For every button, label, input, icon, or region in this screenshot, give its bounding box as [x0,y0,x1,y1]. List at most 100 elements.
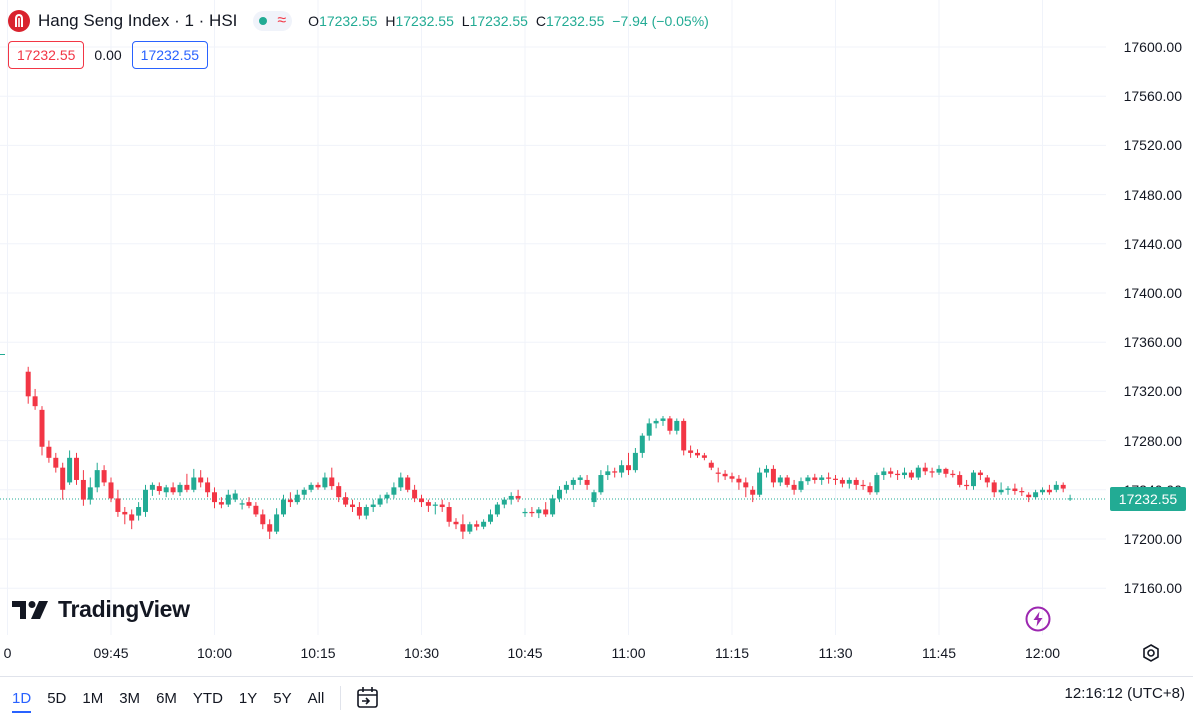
candle [998,482,1004,495]
candle [363,504,369,520]
candle [80,470,86,506]
candle-body [943,468,949,474]
sell-button[interactable]: 17232.55 [8,41,85,69]
candle [391,482,397,499]
candle [260,509,266,530]
legend-header: Hang Seng Index · 1 · HSI ≈ O17232.55 H1… [8,9,713,33]
candle [874,472,880,495]
candle-body [646,423,652,436]
candle [136,502,142,521]
candle-body [446,507,452,522]
candle [287,492,293,508]
candle-body [1060,484,1066,489]
candle-body [977,472,983,476]
candle-body [156,486,162,492]
candle-body [384,494,390,499]
candle [336,482,342,503]
candle [957,471,963,488]
symbol-title[interactable]: Hang Seng Index · 1 · HSI [38,11,238,30]
candle [384,492,390,504]
candle-body [1046,489,1052,493]
candle-body [350,504,355,508]
candle [129,509,135,530]
candle-body [550,498,556,515]
candle-body [1033,492,1039,498]
x-tick-label: 12:00 [1024,645,1061,661]
candle-body [377,498,383,505]
candle-body [129,514,135,521]
range-5d[interactable]: 5D [47,689,67,707]
candle-body [667,418,673,431]
candle [653,418,659,429]
candle [522,508,528,517]
y-tick-label: 17560.00 [1123,88,1182,105]
candle-body [198,477,204,483]
candle [929,467,935,478]
range-1y[interactable]: 1Y [238,689,258,707]
candle-body [460,524,466,532]
candle-body [688,450,694,453]
candle [536,507,542,519]
clock-timezone[interactable]: 12:16:12 (UTC+8) [1064,685,1185,702]
candle-body [867,486,873,493]
candle [729,472,735,483]
candle [149,482,155,496]
buy-button[interactable]: 17232.55 [131,41,209,69]
range-all[interactable]: All [307,689,325,707]
tradingview-watermark[interactable]: TradingView [12,596,190,623]
x-tick-label: 10:45 [507,645,543,661]
candle [232,489,238,503]
candle-body [612,471,618,473]
candle-body [391,487,397,495]
candle [370,499,376,512]
candle-body [474,524,480,527]
candle-body [287,499,293,503]
candle [784,475,790,488]
candle [1026,492,1032,503]
y-tick-label: 17160.00 [1123,580,1182,597]
candle-body [184,484,190,490]
candle-body [308,484,314,490]
candle [343,492,349,508]
candle-body [639,435,645,453]
candle [860,479,866,490]
range-5y[interactable]: 5Y [273,689,292,707]
candle-body [149,484,155,490]
range-3m[interactable]: 3M [119,689,141,707]
candle-body [218,502,224,505]
calendar-goto-icon[interactable] [355,685,381,711]
range-1d[interactable]: 1D [12,690,32,713]
candle [750,486,756,503]
market-status-pill[interactable]: ≈ [253,11,293,31]
candle-body [805,477,811,482]
candle-body [336,486,342,498]
candle [53,452,59,473]
x-tick-label: 11:45 [922,645,956,661]
candle-body [315,484,321,488]
candle [722,470,728,480]
candle [446,502,452,527]
x-tick-label: 0 [3,645,12,661]
candle-body [508,495,514,500]
candle [915,465,921,480]
settings-icon[interactable] [1141,643,1161,663]
candle [281,494,286,517]
range-selector: 1D 5D 1M 3M 6M YTD 1Y 5Y All [12,685,381,717]
candle [467,521,473,535]
range-ytd[interactable]: YTD [192,689,223,707]
y-tick-label: 17360.00 [1123,334,1182,351]
x-tick-label: 10:15 [300,645,336,661]
candle-body [536,509,542,514]
range-1m[interactable]: 1M [82,689,104,707]
candle [839,477,845,488]
candle-body [991,482,997,493]
bolt-icon[interactable] [1025,606,1051,632]
candle-body [736,478,742,483]
candle-body [398,477,404,488]
candle-body [708,462,714,468]
candle-body [984,477,990,483]
candle [1046,484,1052,495]
range-6m[interactable]: 6M [156,689,177,707]
candle [460,514,466,539]
